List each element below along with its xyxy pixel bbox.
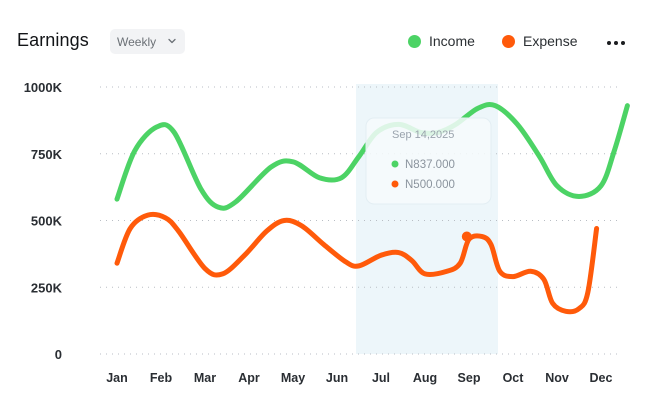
x-tick-label: May bbox=[281, 371, 305, 385]
more-menu-button[interactable] bbox=[606, 36, 626, 50]
legend-income-swatch bbox=[408, 34, 421, 48]
y-tick-label: 250K bbox=[31, 280, 63, 295]
x-tick-label: Apr bbox=[238, 371, 260, 385]
x-tick-label: Jun bbox=[326, 371, 348, 385]
x-tick-label: Aug bbox=[413, 371, 437, 385]
x-tick-label: Sep bbox=[458, 371, 481, 385]
x-tick-label: Jan bbox=[106, 371, 128, 385]
tooltip-expense-dot bbox=[391, 180, 399, 188]
card-title: Earnings bbox=[17, 30, 89, 50]
tooltip-income-dot bbox=[391, 160, 399, 168]
tooltip-expense-value: N500.000 bbox=[405, 179, 455, 191]
tooltip-date: Sep 14,2025 bbox=[392, 129, 454, 141]
x-tick-label: Feb bbox=[150, 371, 173, 385]
legend-expense-label: Expense bbox=[523, 33, 578, 49]
selected-point-marker bbox=[461, 231, 472, 242]
x-tick-label: Mar bbox=[194, 371, 216, 385]
chevron-down-icon bbox=[168, 38, 176, 44]
legend-income[interactable]: Income bbox=[408, 33, 475, 49]
tooltip: Sep 14,2025 N837.000 N500.000 bbox=[365, 117, 492, 205]
x-tick-label: Nov bbox=[545, 371, 569, 385]
legend-expense-swatch bbox=[502, 34, 515, 48]
series-line-expense bbox=[114, 211, 600, 315]
x-tick-label: Jul bbox=[372, 371, 390, 385]
period-select[interactable]: Weekly bbox=[110, 29, 185, 54]
period-select-value: Weekly bbox=[117, 34, 157, 49]
x-tick-label: Dec bbox=[590, 371, 613, 385]
y-tick-label: 1000K bbox=[24, 80, 63, 95]
y-tick-label: 500K bbox=[31, 214, 63, 229]
legend-expense[interactable]: Expense bbox=[502, 33, 577, 49]
y-tick-label: 0 bbox=[55, 347, 62, 362]
x-tick-label: Oct bbox=[503, 371, 525, 385]
legend-income-label: Income bbox=[429, 33, 475, 49]
y-tick-label: 750K bbox=[31, 147, 63, 162]
tooltip-income-value: N837.000 bbox=[405, 159, 455, 171]
